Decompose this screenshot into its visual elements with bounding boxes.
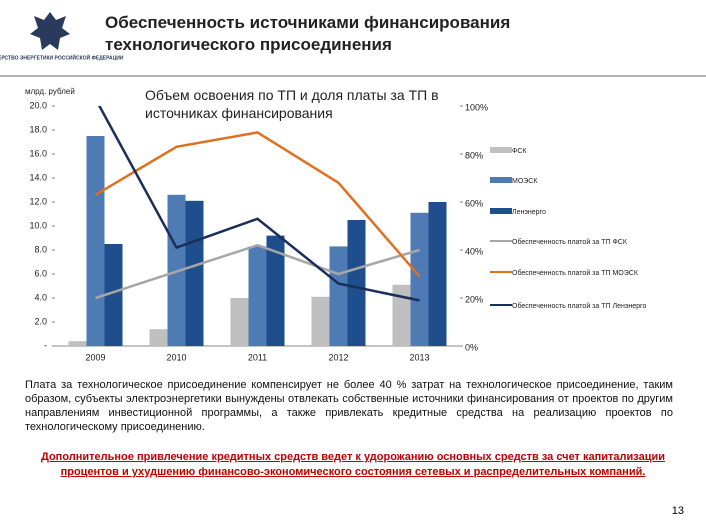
- bar: [230, 298, 249, 346]
- y-tick-label: 12.0: [29, 196, 47, 206]
- y2-tick-label: 80%: [465, 150, 483, 160]
- legend-label: МОЭСК: [512, 178, 538, 185]
- bar: [329, 246, 348, 346]
- x-tick-label: 2013: [409, 352, 429, 362]
- line: [94, 131, 421, 278]
- y2-tick-label: 60%: [465, 198, 483, 208]
- line: [95, 243, 420, 300]
- chart-title-box: Объем освоения по ТП и доля платы за ТП …: [145, 87, 439, 121]
- bar: [428, 202, 447, 346]
- bar: [248, 246, 267, 346]
- y-tick-label: 14.0: [29, 172, 47, 182]
- emblem: [30, 12, 70, 50]
- y-tick-label: 16.0: [29, 148, 47, 158]
- conclusion: Дополнительное привлечение кредитных сре…: [40, 451, 665, 478]
- chart-title: Объем освоения по ТП и доля платы за ТП …: [145, 87, 439, 121]
- x-tick-label: 2009: [85, 352, 105, 362]
- bar: [149, 329, 168, 346]
- legend-label: Обеспеченность платой за ТП МОЭСК: [512, 269, 639, 277]
- y-axis-label: млрд. рублей: [25, 87, 75, 96]
- slide: МИНИСТЕРСТВО ЭНЕРГЕТИКИ РОССИЙСКОЙ ФЕДЕР…: [0, 12, 706, 362]
- y-tick-label: 2.0: [34, 316, 47, 326]
- bar: [347, 220, 366, 346]
- y2-tick-label: 40%: [465, 246, 483, 256]
- legend-label: ФСК: [512, 148, 527, 155]
- legend-label: Ленэнерго: [512, 209, 546, 216]
- y-tick-label: 6.0: [34, 268, 47, 278]
- y-tick-label: 8.0: [34, 244, 47, 254]
- line: [97, 106, 420, 302]
- bar: [266, 235, 285, 346]
- legend-swatch: [490, 177, 512, 183]
- y-tick-label: 4.0: [34, 292, 47, 302]
- y-tick-label: 10.0: [29, 220, 47, 230]
- x-tick-label: 2010: [166, 352, 186, 362]
- body-text: Плата за технологическое присоединение к…: [25, 379, 673, 433]
- legend-swatch: [490, 147, 512, 153]
- legend-label: Обеспеченность платой за ТП ФСК: [512, 238, 628, 246]
- bar: [311, 296, 330, 346]
- y2-tick-label: 20%: [465, 294, 483, 304]
- x-tick-label: 2011: [248, 352, 267, 362]
- bar: [392, 284, 411, 346]
- y2-tick-label: 0%: [465, 342, 478, 352]
- page-number: 13: [671, 505, 684, 517]
- ministry: МИНИСТЕРСТВО ЭНЕРГЕТИКИ РОССИЙСКОЙ ФЕДЕР…: [0, 53, 124, 61]
- y-tick-label: 18.0: [29, 124, 47, 134]
- header-box: Обеспеченность источниками финансировани…: [105, 13, 511, 54]
- bar: [185, 200, 204, 346]
- x-tick-label: 2012: [328, 352, 348, 362]
- y-tick-label: -: [44, 340, 47, 350]
- bar: [68, 341, 87, 346]
- header-title: Обеспеченность источниками финансировани…: [105, 13, 511, 54]
- y2-tick-label: 100%: [465, 102, 488, 112]
- bar: [410, 212, 429, 346]
- legend-swatch: [490, 208, 512, 214]
- bar: [86, 136, 105, 346]
- legend-label: Обеспеченность платой за ТП Ленэнерго: [512, 302, 646, 310]
- plot: - 2.0 4.0 6.0 8.0 10.0 12.0 14.0 16.0 18.0 20.0 0% 2…: [29, 100, 646, 362]
- y-tick-label: 20.0: [29, 100, 47, 110]
- bar: [104, 244, 123, 346]
